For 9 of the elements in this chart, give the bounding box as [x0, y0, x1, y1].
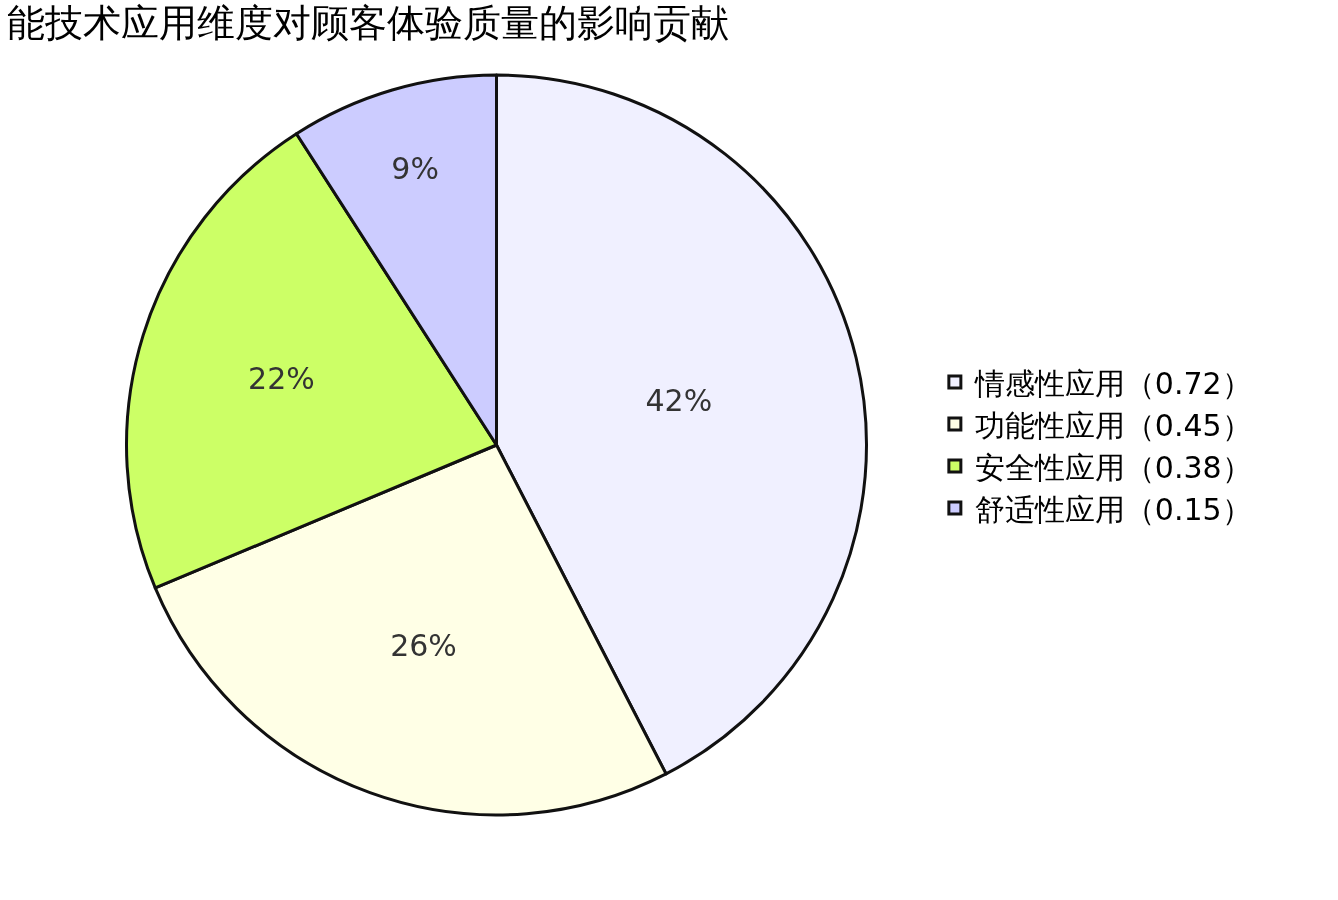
legend-label: 功能性应用（0.45）: [974, 407, 1252, 443]
data-label: 9%: [391, 150, 439, 186]
legend-label: 安全性应用（0.38）: [974, 449, 1252, 485]
data-label: 26%: [390, 627, 457, 663]
data-label: 22%: [248, 360, 315, 396]
data-label: 42%: [645, 383, 713, 419]
chart-title: 能技术应用维度对顾客体验质量的影响贡献: [6, 0, 729, 45]
legend-label: 情感性应用（0.72）: [973, 365, 1252, 401]
legend-label: 舒适性应用（0.15）: [974, 491, 1252, 527]
